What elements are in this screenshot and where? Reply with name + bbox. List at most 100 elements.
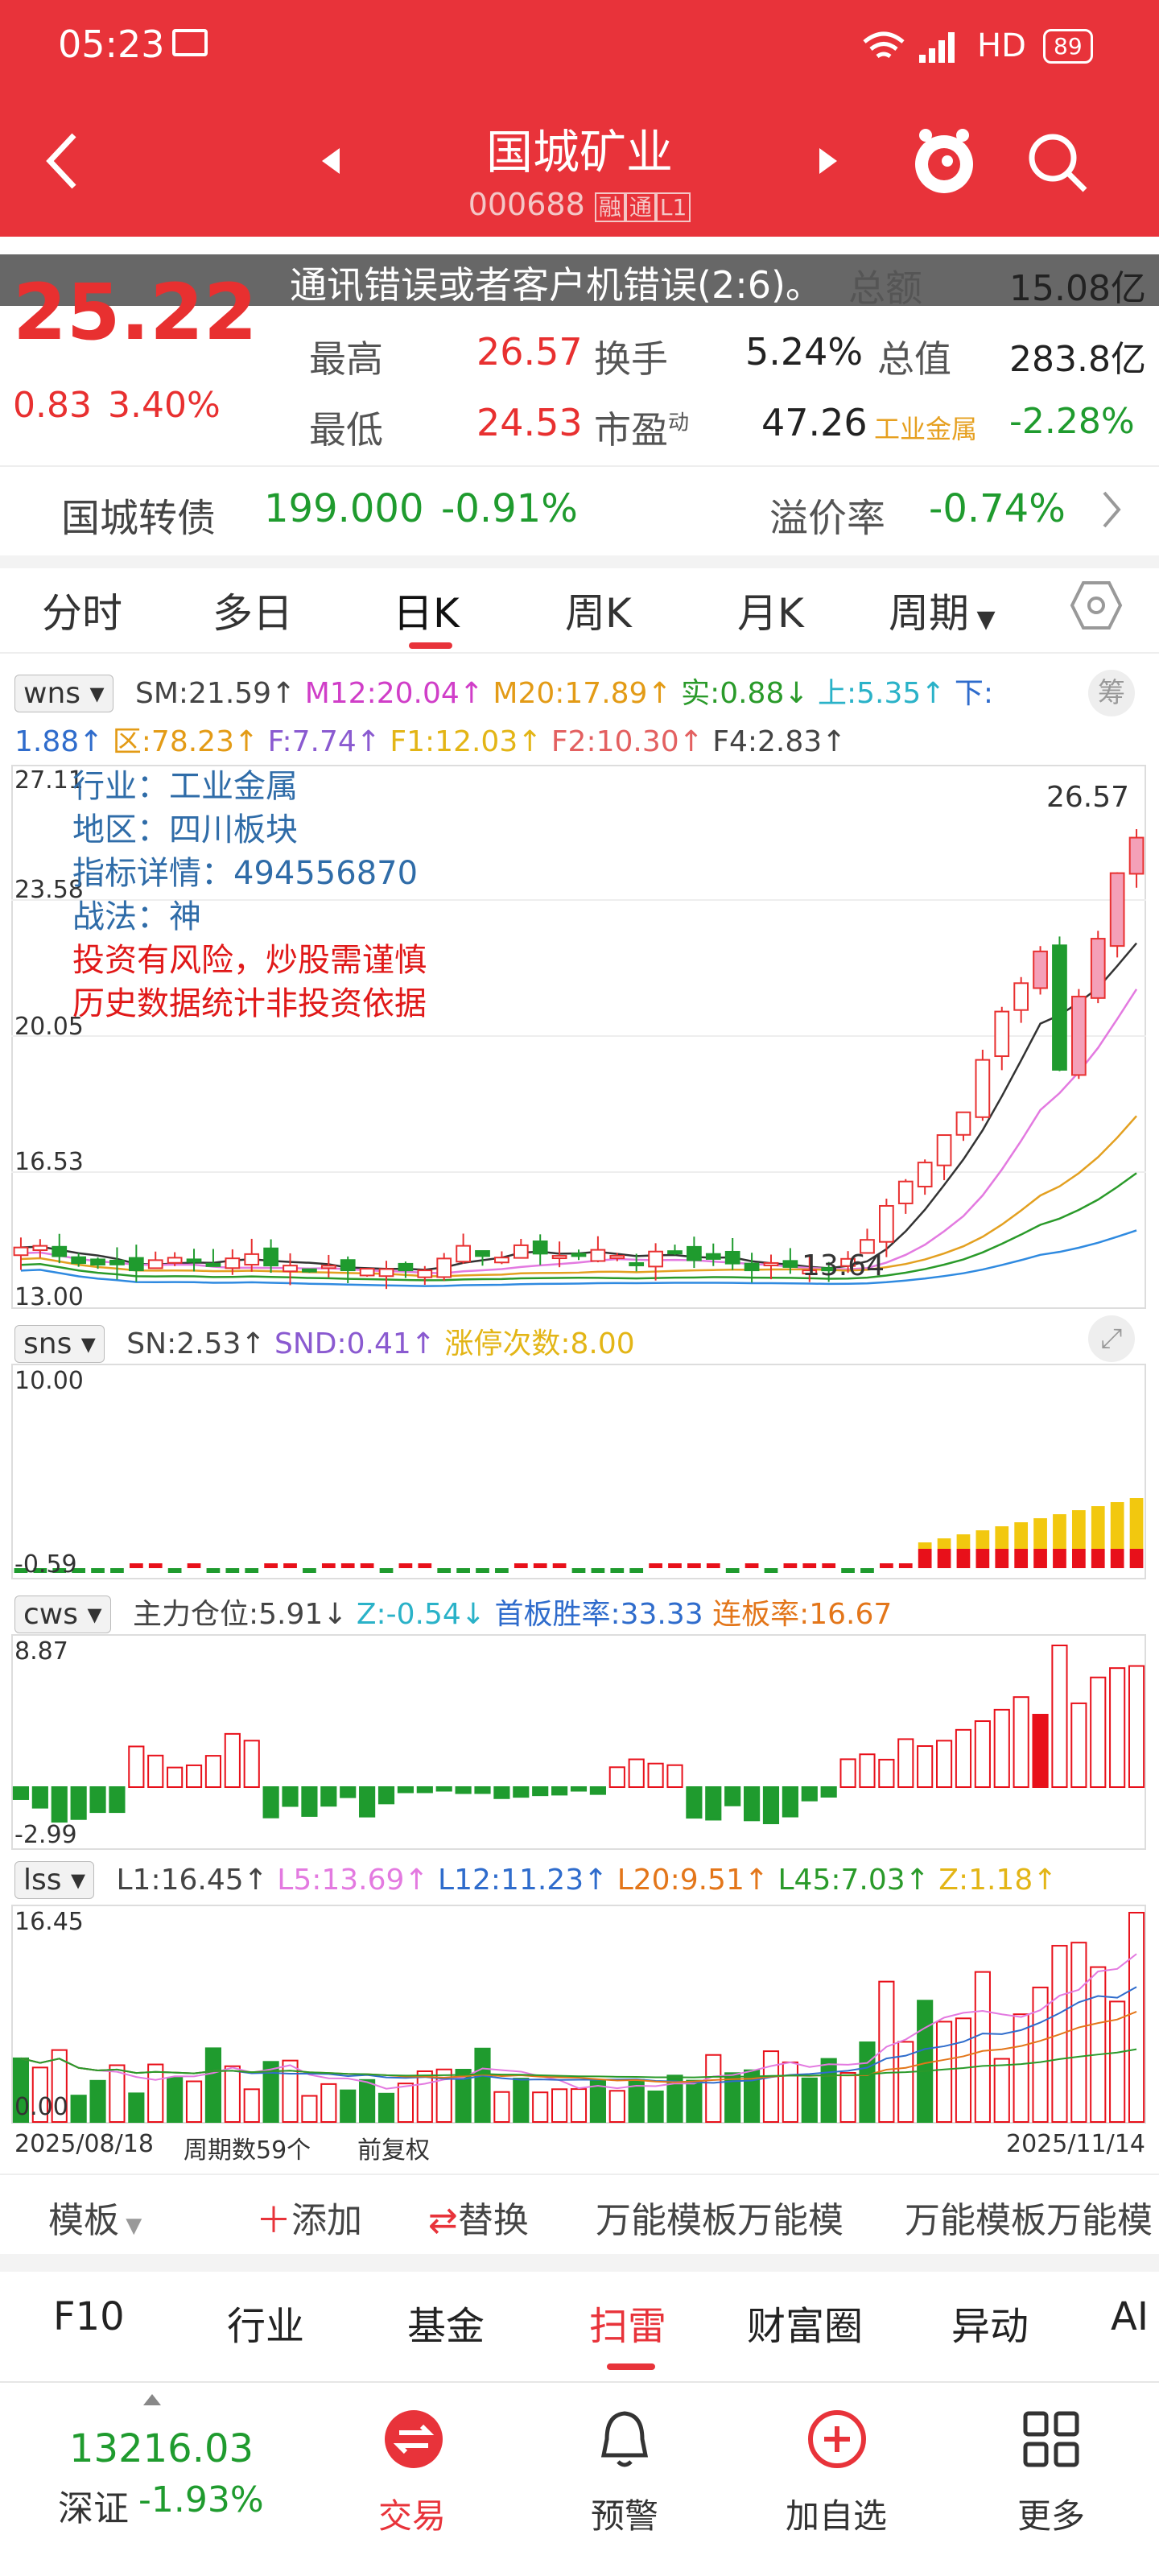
lss-bar xyxy=(935,2021,953,2124)
candle xyxy=(955,1111,971,1141)
back-icon[interactable] xyxy=(39,129,87,193)
cws-bar xyxy=(31,1786,48,1809)
subtab-movement[interactable]: 异动 xyxy=(951,2304,1029,2349)
mcap-value: 283.8亿 xyxy=(1009,339,1146,380)
lss-chart xyxy=(11,1905,1146,2124)
tab-period[interactable]: 周期 ▼ xyxy=(889,590,996,637)
lss-bar xyxy=(801,2077,818,2124)
stock-name: 国城矿业 xyxy=(485,125,673,180)
prev-stock-icon[interactable] xyxy=(316,145,348,177)
candle xyxy=(263,1239,278,1274)
expand-icon[interactable]: ⤢ xyxy=(1088,1315,1135,1362)
adjust-mode[interactable]: 前复权 xyxy=(357,2136,430,2165)
cws-bar xyxy=(801,1786,818,1802)
lss-bar xyxy=(917,2000,934,2123)
sns-bar xyxy=(533,1563,547,1568)
cws-bar xyxy=(820,1786,837,1798)
nav-add-watchlist[interactable]: 加自选 xyxy=(786,2496,888,2536)
sns-bar xyxy=(629,1568,644,1573)
cws-bar xyxy=(1032,1714,1049,1788)
tab-multiday[interactable]: 多日 xyxy=(212,590,293,637)
lss-bar xyxy=(820,2058,837,2123)
sns-bar xyxy=(552,1563,567,1568)
sns-bar xyxy=(1014,1522,1029,1549)
lss-bar xyxy=(513,2078,530,2123)
candle xyxy=(456,1233,471,1264)
lss-bar xyxy=(608,2090,625,2123)
template-chip-1[interactable]: 万能模板万能模 xyxy=(596,2200,843,2241)
sns-bar xyxy=(995,1549,1009,1568)
tab-monthly-k[interactable]: 月K xyxy=(737,590,804,637)
template-dropdown[interactable]: 模板 ▼ xyxy=(48,2200,142,2241)
sns-bar xyxy=(975,1530,990,1549)
subtab-ai[interactable]: AI xyxy=(1111,2294,1149,2339)
robot-assistant-icon[interactable] xyxy=(909,124,979,198)
candle xyxy=(782,1248,798,1274)
candle xyxy=(167,1252,183,1266)
cws-bar xyxy=(301,1786,318,1817)
premium-value: -0.74% xyxy=(929,486,1066,531)
replace-button[interactable]: ⇄替换 xyxy=(428,2200,529,2241)
kline-chart[interactable] xyxy=(11,765,1146,1309)
sector-name[interactable]: 工业金属 xyxy=(874,414,978,444)
sns-bar xyxy=(206,1568,221,1573)
candle xyxy=(417,1265,433,1286)
add-button[interactable]: ＋添加 xyxy=(256,2200,362,2241)
index-ticker[interactable]: 13216.03 深证 -1.93% xyxy=(0,2383,346,2576)
tab-weekly-k[interactable]: 周K xyxy=(565,590,632,637)
nav-trade[interactable]: 交易 xyxy=(378,2496,447,2536)
subtab-risk-scan[interactable]: 扫雷 xyxy=(589,2304,667,2349)
next-stock-icon[interactable] xyxy=(811,145,843,177)
sns-bar xyxy=(687,1563,701,1568)
sns-bar xyxy=(1071,1549,1086,1568)
subtab-industry[interactable]: 行业 xyxy=(227,2304,305,2349)
cws-bar xyxy=(109,1786,126,1814)
settings-hex-icon[interactable] xyxy=(1069,580,1124,631)
lss-bar xyxy=(762,2050,780,2123)
lss-bar xyxy=(147,2063,164,2124)
sns-bar xyxy=(418,1563,432,1568)
convertible-bond-row[interactable]: 国城转债 199.000 -0.91% 溢价率 -0.74% xyxy=(0,467,1159,555)
subtab-fund[interactable]: 基金 xyxy=(407,2304,485,2349)
candle xyxy=(475,1250,490,1266)
indicator-selector-lss[interactable]: lss ▾ xyxy=(14,1861,95,1899)
cws-bar xyxy=(128,1745,145,1788)
candle xyxy=(494,1251,509,1265)
message-icon xyxy=(172,29,208,56)
sns-bar xyxy=(398,1563,413,1568)
cws-bar xyxy=(551,1786,568,1796)
bell-icon[interactable] xyxy=(592,2407,657,2471)
divider xyxy=(0,2174,1159,2175)
add-watchlist-icon[interactable] xyxy=(805,2407,869,2471)
lss-bar xyxy=(377,2092,395,2123)
subtab-wealth-circle[interactable]: 财富圈 xyxy=(747,2304,864,2349)
tab-intraday[interactable]: 分时 xyxy=(42,590,122,637)
indicator-selector-wns[interactable]: wns ▾ xyxy=(14,675,113,712)
candle xyxy=(186,1249,202,1272)
lss-bar xyxy=(282,2059,299,2123)
candle xyxy=(744,1253,760,1283)
sns-bar xyxy=(1129,1549,1144,1568)
trade-icon[interactable] xyxy=(382,2407,446,2471)
sector-pct: -2.28% xyxy=(1009,401,1135,442)
sns-bar xyxy=(764,1568,778,1573)
sns-bar xyxy=(72,1568,86,1573)
chip-distribution-button[interactable]: 筹 xyxy=(1088,670,1135,716)
indicator-selector-sns[interactable]: sns ▾ xyxy=(14,1325,105,1363)
stock-code: 000688 xyxy=(468,187,585,222)
template-chip-2[interactable]: 万能模板万能模 xyxy=(905,2200,1153,2241)
subtab-f10[interactable]: F10 xyxy=(53,2294,125,2339)
lss-bar xyxy=(839,2071,856,2123)
sns-bar xyxy=(1091,1549,1105,1568)
search-icon[interactable] xyxy=(1024,129,1091,196)
nav-more[interactable]: 更多 xyxy=(1017,2496,1086,2536)
lss-bar xyxy=(416,2070,433,2124)
cws-chart xyxy=(11,1634,1146,1850)
tab-daily-k[interactable]: 日K xyxy=(393,590,460,637)
candle xyxy=(398,1261,414,1278)
nav-alert[interactable]: 预警 xyxy=(591,2496,659,2536)
candle xyxy=(283,1253,298,1286)
grid-more-icon[interactable] xyxy=(1019,2407,1083,2471)
indicator-selector-cws[interactable]: cws ▾ xyxy=(14,1596,111,1633)
sns-bar xyxy=(1071,1510,1086,1549)
